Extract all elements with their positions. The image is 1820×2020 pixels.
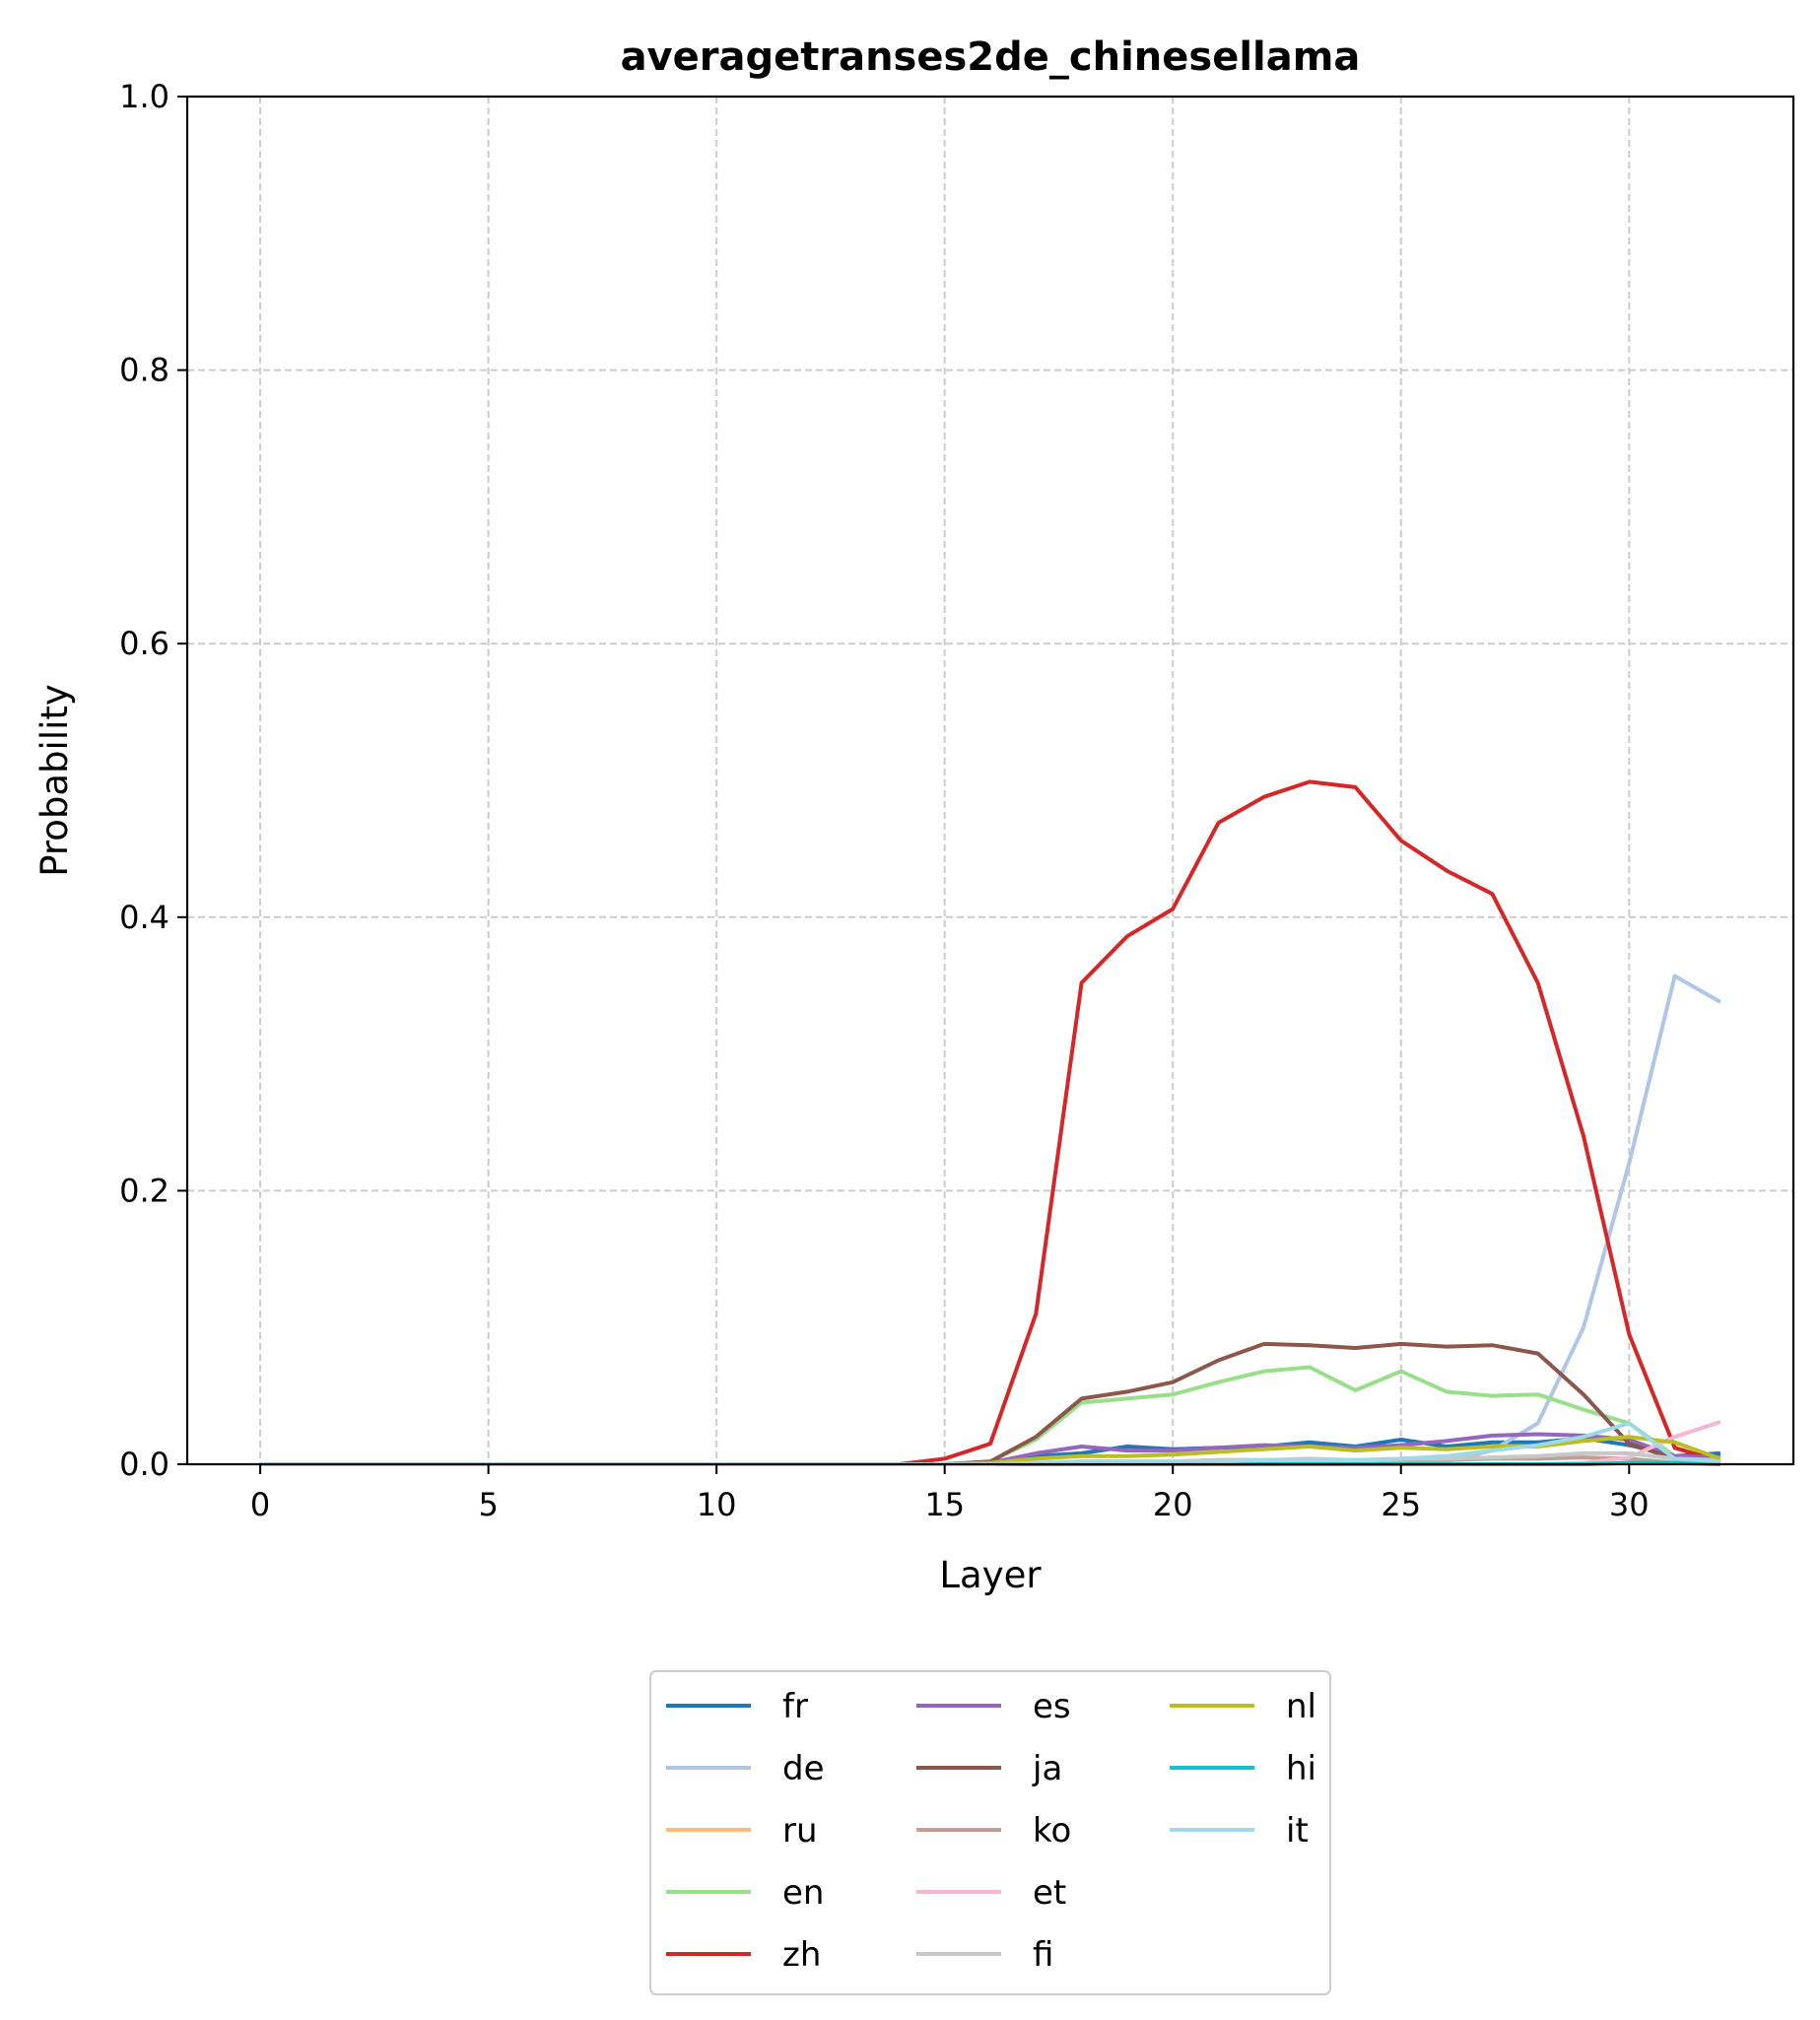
x-tick-label: 30 bbox=[1609, 1486, 1650, 1523]
y-axis: 0.0 0.2 0.4 0.6 0.8 1.0 bbox=[119, 78, 187, 1483]
x-tick-label: 5 bbox=[478, 1486, 498, 1523]
legend-label-zh: zh bbox=[782, 1935, 821, 1975]
legend-label-it: it bbox=[1286, 1811, 1309, 1851]
y-axis-label: Probability bbox=[34, 684, 76, 877]
x-axis-label: Layer bbox=[939, 1554, 1042, 1596]
y-tick-label: 0.6 bbox=[119, 625, 169, 662]
chart-title: averagetranses2de_chinesellama bbox=[621, 34, 1361, 80]
x-tick-label: 15 bbox=[924, 1486, 965, 1523]
legend-frame bbox=[649, 1670, 1331, 1995]
y-tick-label: 1.0 bbox=[119, 78, 169, 115]
legend-label-en: en bbox=[782, 1873, 824, 1913]
x-tick-label: 10 bbox=[697, 1486, 737, 1523]
legend-label-ko: ko bbox=[1033, 1811, 1071, 1851]
legend: fr de ru en zh es ja ko et fi nl hi it bbox=[649, 1670, 1331, 1995]
legend-label-et: et bbox=[1033, 1873, 1066, 1913]
x-tick-label: 25 bbox=[1381, 1486, 1421, 1523]
x-axis: 0 5 10 15 20 25 30 bbox=[250, 1464, 1650, 1523]
y-tick-label: 0.8 bbox=[119, 352, 169, 389]
legend-label-fr: fr bbox=[782, 1687, 808, 1726]
legend-label-de: de bbox=[782, 1749, 825, 1788]
y-tick-label: 0.4 bbox=[119, 899, 169, 936]
legend-label-hi: hi bbox=[1286, 1749, 1316, 1788]
legend-label-nl: nl bbox=[1286, 1687, 1316, 1726]
y-tick-label: 0.2 bbox=[119, 1172, 169, 1209]
legend-label-ru: ru bbox=[782, 1811, 818, 1851]
plot-frame bbox=[185, 95, 1795, 1466]
legend-label-ja: ja bbox=[1032, 1749, 1062, 1788]
legend-label-fi: fi bbox=[1033, 1935, 1053, 1975]
x-tick-label: 0 bbox=[250, 1486, 270, 1523]
x-tick-label: 20 bbox=[1153, 1486, 1193, 1523]
legend-label-es: es bbox=[1033, 1687, 1071, 1726]
y-tick-label: 0.0 bbox=[119, 1446, 169, 1483]
